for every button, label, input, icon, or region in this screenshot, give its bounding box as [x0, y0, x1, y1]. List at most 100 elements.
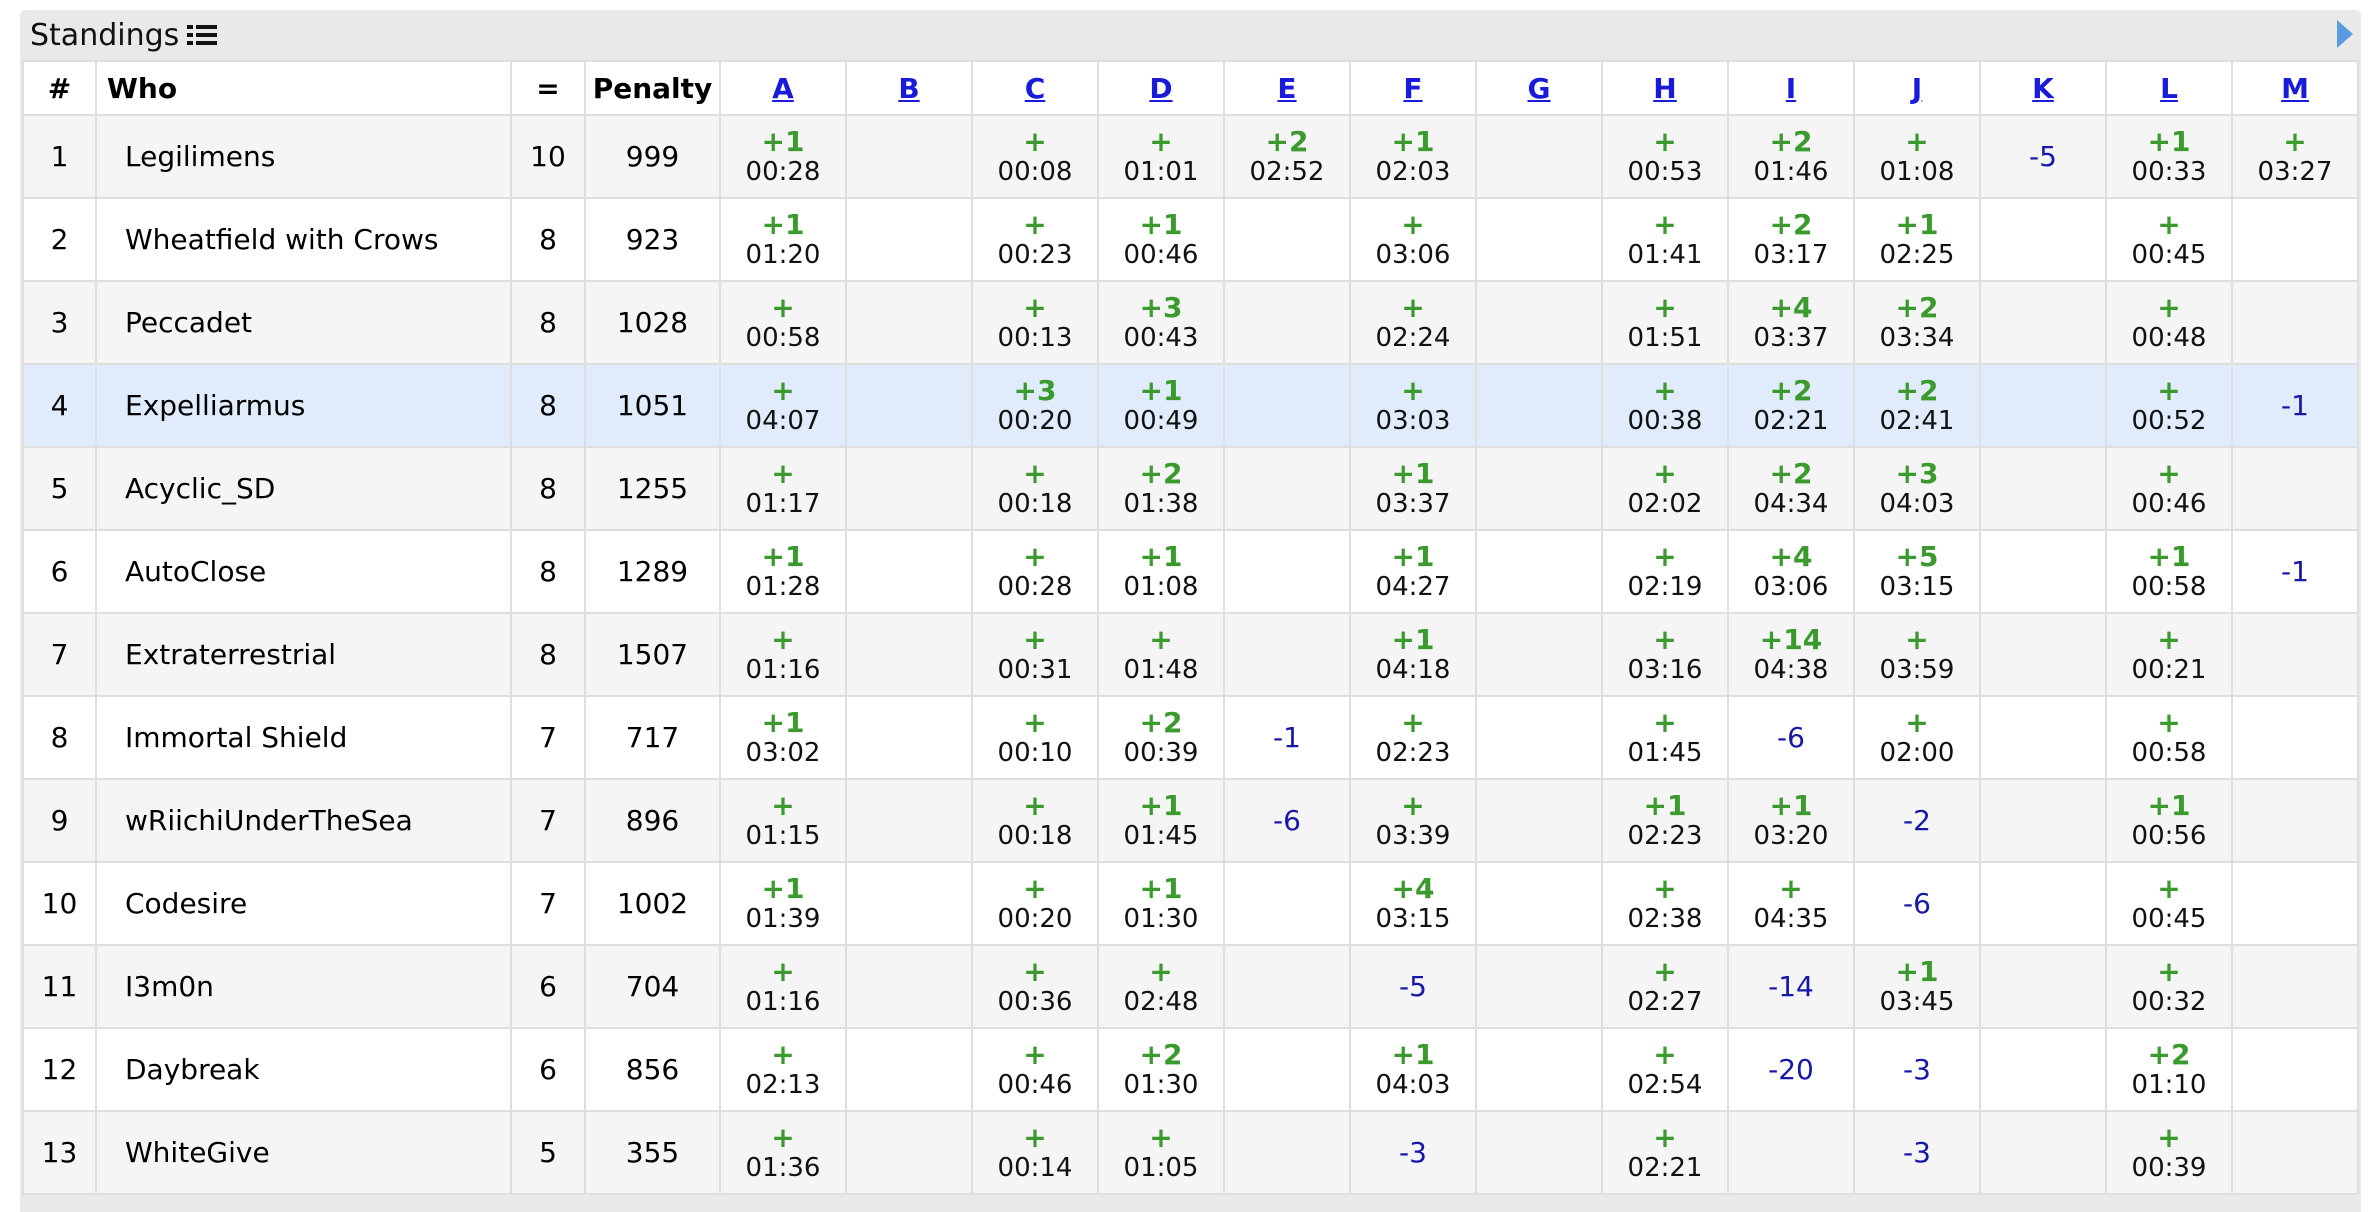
problem-link-d[interactable]: D — [1149, 71, 1173, 105]
problem-result-cell — [1475, 612, 1603, 697]
accepted-time: 01:05 — [1123, 1152, 1199, 1183]
accepted-tries: + — [1905, 124, 1929, 158]
rejected-attempts: -5 — [2029, 139, 2057, 173]
problem-link-l[interactable]: L — [2160, 71, 2178, 105]
accepted-time: 00:53 — [1627, 156, 1703, 187]
team-name-cell: I3m0n — [95, 944, 512, 1029]
problem-link-m[interactable]: M — [2281, 71, 2309, 105]
accepted-time: 01:51 — [1627, 322, 1703, 353]
accepted-time: 01:01 — [1123, 156, 1199, 187]
list-icon[interactable] — [187, 23, 218, 47]
accepted-tries: +4 — [1769, 539, 1813, 573]
problem-result-cell: +1 03:45 — [1853, 944, 1981, 1029]
problem-result-cell: +3 00:43 — [1097, 280, 1225, 365]
solved-cell: 8 — [510, 363, 586, 448]
team-name-cell: Immortal Shield — [95, 695, 512, 780]
accepted-tries: + — [2283, 124, 2307, 158]
accepted-tries: + — [1653, 290, 1677, 324]
problem-result-cell: -6 — [1853, 861, 1981, 946]
solved-cell: 6 — [510, 1027, 586, 1112]
penalty-cell: 1028 — [584, 280, 721, 365]
problem-result-cell: +02:24 — [1349, 280, 1477, 365]
problem-link-e[interactable]: E — [1277, 71, 1297, 105]
problem-link-i[interactable]: I — [1785, 71, 1797, 105]
accepted-time: 00:08 — [997, 156, 1073, 187]
problem-result-cell: -5 — [1979, 114, 2107, 199]
accepted-time: 01:08 — [1879, 156, 1955, 187]
accepted-time: 03:20 — [1753, 820, 1829, 851]
penalty-cell: 704 — [584, 944, 721, 1029]
accepted-tries: +1 — [1895, 207, 1939, 241]
accepted-time: 03:03 — [1375, 405, 1451, 436]
problem-result-cell — [1475, 944, 1603, 1029]
problem-link-f[interactable]: F — [1403, 71, 1423, 105]
problem-result-cell: +03:39 — [1349, 778, 1477, 863]
problem-result-cell — [1979, 612, 2107, 697]
accepted-time: 01:28 — [745, 571, 821, 602]
problem-result-cell: +01:05 — [1097, 1110, 1225, 1195]
problem-result-cell: +5 03:15 — [1853, 529, 1981, 614]
accepted-time: 03:37 — [1753, 322, 1829, 353]
team-name-cell: Daybreak — [95, 1027, 512, 1112]
problem-link-b[interactable]: B — [898, 71, 920, 105]
problem-result-cell: +1 04:27 — [1349, 529, 1477, 614]
problem-result-cell: +00:10 — [971, 695, 1099, 780]
accepted-tries: + — [771, 373, 795, 407]
problem-result-cell: +00:14 — [971, 1110, 1099, 1195]
problem-result-cell: +02:21 — [1601, 1110, 1729, 1195]
problem-result-cell: +01:41 — [1601, 197, 1729, 282]
accepted-time: 00:39 — [1123, 737, 1199, 768]
problem-result-cell: +00:08 — [971, 114, 1099, 199]
accepted-tries: + — [1653, 207, 1677, 241]
rejected-attempts: -3 — [1399, 1135, 1427, 1169]
accepted-tries: + — [1023, 622, 1047, 656]
accepted-time: 00:23 — [997, 239, 1073, 270]
problem-result-cell — [1979, 1110, 2107, 1195]
accepted-time: 03:59 — [1879, 654, 1955, 685]
rejected-attempts: -1 — [2281, 388, 2309, 422]
problem-result-cell: +1 00:49 — [1097, 363, 1225, 448]
problem-result-cell: +03:06 — [1349, 197, 1477, 282]
problem-link-h[interactable]: H — [1653, 71, 1677, 105]
problem-header-d: D — [1097, 60, 1225, 116]
accepted-time: 03:06 — [1753, 571, 1829, 602]
problem-link-a[interactable]: A — [772, 71, 794, 105]
problem-link-k[interactable]: K — [2032, 71, 2054, 105]
accepted-time: 02:54 — [1627, 1069, 1703, 1100]
problem-result-cell: -3 — [1853, 1027, 1981, 1112]
accepted-tries: +1 — [761, 124, 805, 158]
problem-link-c[interactable]: C — [1024, 71, 1046, 105]
accepted-tries: +2 — [1895, 290, 1939, 324]
problem-result-cell: -6 — [1727, 695, 1855, 780]
accepted-tries: +1 — [1895, 954, 1939, 988]
rank-cell: 2 — [22, 197, 97, 282]
table-row: 12 Daybreak 6 856 +02:13 +00:46 +2 01:30 +1 04:03… — [22, 1027, 2359, 1112]
rank-cell: 6 — [22, 529, 97, 614]
problem-result-cell: +00:39 — [2105, 1110, 2233, 1195]
problem-result-cell: +03:16 — [1601, 612, 1729, 697]
accepted-time: 01:10 — [2131, 1069, 2207, 1100]
problem-result-cell — [1475, 197, 1603, 282]
problem-link-j[interactable]: J — [1911, 71, 1923, 105]
accepted-time: 04:03 — [1879, 488, 1955, 519]
accepted-time: 02:02 — [1627, 488, 1703, 519]
problem-result-cell: +1 04:03 — [1349, 1027, 1477, 1112]
accepted-time: 00:46 — [2131, 488, 2207, 519]
accepted-tries: + — [2157, 456, 2181, 490]
panel-header[interactable]: Standings — [20, 10, 2361, 60]
table-row: 10 Codesire 7 1002 +1 01:39 +00:20 +1 01:30 +4 03:… — [22, 861, 2359, 946]
problem-result-cell: +01:16 — [719, 944, 847, 1029]
accepted-time: 04:27 — [1375, 571, 1451, 602]
accepted-time: 02:27 — [1627, 986, 1703, 1017]
triangle-right-icon[interactable] — [2337, 20, 2353, 48]
rank-cell: 5 — [22, 446, 97, 531]
problem-header-e: E — [1223, 60, 1351, 116]
accepted-tries: + — [771, 622, 795, 656]
rank-cell: 7 — [22, 612, 97, 697]
problem-result-cell: +00:38 — [1601, 363, 1729, 448]
accepted-time: 03:37 — [1375, 488, 1451, 519]
accepted-time: 01:17 — [745, 488, 821, 519]
accepted-time: 02:41 — [1879, 405, 1955, 436]
problem-result-cell: +04:07 — [719, 363, 847, 448]
problem-link-g[interactable]: G — [1527, 71, 1551, 105]
